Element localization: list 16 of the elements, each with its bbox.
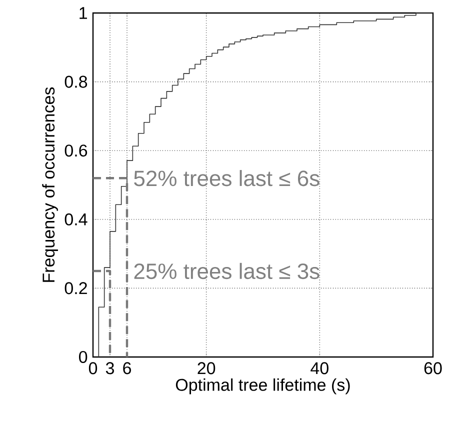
y-tick-label: 0 xyxy=(79,350,88,364)
x-tick-label: 40 xyxy=(310,362,328,374)
y-tick-label: 1 xyxy=(80,7,87,19)
y-tick-label: 0.6 xyxy=(64,144,88,157)
x-tick-label: 0 xyxy=(88,362,98,374)
y-axis-title: Frequency of occurrences xyxy=(42,87,58,282)
annotation: 25% trees last ≤ 3s xyxy=(134,262,320,280)
y-tick-label: 0.4 xyxy=(64,213,88,226)
x-tick-label: 6 xyxy=(123,362,131,374)
x-tick-label: 3 xyxy=(106,362,114,374)
x-tick-label: 20 xyxy=(198,362,216,374)
x-tick-label: 60 xyxy=(424,362,442,374)
x-axis-title: Optimal tree lifetime (s) xyxy=(176,378,350,394)
y-tick-label: 0.8 xyxy=(64,76,88,88)
y-tick-label: 0.2 xyxy=(64,282,87,294)
annotation: 52% trees last ≤ 6s xyxy=(134,170,320,186)
